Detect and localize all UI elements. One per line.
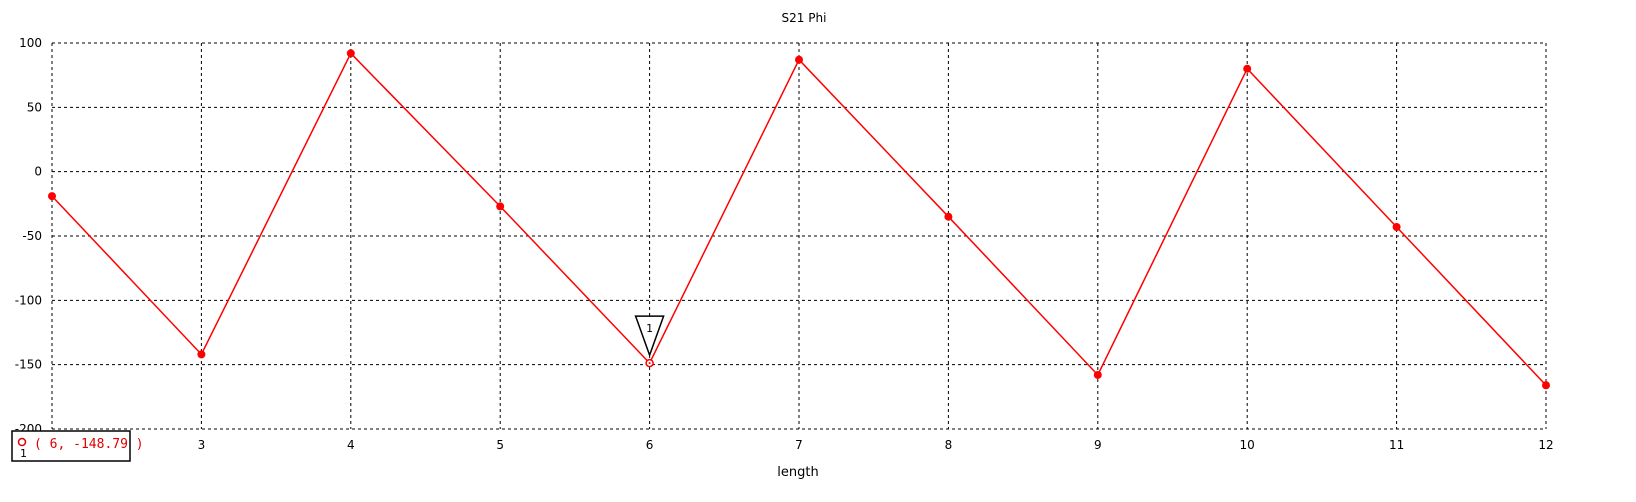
data-point[interactable] (1243, 64, 1252, 73)
x-tick-label: 10 (1240, 438, 1255, 452)
x-tick-label: 8 (945, 438, 953, 452)
marker-triangle (634, 315, 665, 358)
marker-readout-index: 1 (20, 447, 27, 460)
y-tick-label: 50 (27, 100, 42, 114)
x-tick-label: 11 (1389, 438, 1404, 452)
x-tick-label: 9 (1094, 438, 1102, 452)
y-tick-label: -100 (15, 293, 42, 307)
grid (51, 42, 1547, 430)
x-tick-label: 3 (198, 438, 206, 452)
data-point[interactable] (48, 192, 56, 201)
chart-title: S21 Phi (782, 11, 827, 25)
data-point[interactable] (1542, 381, 1550, 390)
marker-tag[interactable]: 1 (634, 315, 665, 358)
marker-readout-icon (17, 437, 27, 447)
data-point-marked-center (648, 362, 651, 365)
x-tick-label: 6 (646, 438, 654, 452)
x-tick-label: 4 (347, 438, 355, 452)
series (48, 49, 1550, 390)
data-point[interactable] (346, 49, 355, 58)
y-tick-label: -150 (15, 358, 42, 372)
x-axis-ticks: 3 4 5 6 7 8 9 10 11 12 (198, 438, 1554, 452)
y-tick-label: 100 (19, 36, 42, 50)
data-point[interactable] (496, 202, 505, 211)
data-point[interactable] (197, 350, 206, 359)
marker-readout-value: ( 6, -148.79 ) (34, 437, 144, 452)
x-tick-label: 7 (795, 438, 803, 452)
y-tick-label: 0 (34, 165, 42, 179)
data-point[interactable] (795, 55, 803, 64)
x-tick-label: 5 (496, 438, 504, 452)
marker-readout[interactable]: 1 ( 6, -148.79 ) (11, 430, 144, 462)
data-point[interactable] (944, 212, 953, 221)
marker-tag-label: 1 (646, 322, 653, 335)
data-point[interactable] (1093, 370, 1102, 379)
x-tick-label: 12 (1538, 438, 1553, 452)
data-point[interactable] (1392, 222, 1401, 231)
marker-readout-box (11, 430, 131, 462)
x-axis-label: length (777, 465, 818, 480)
y-tick-label: -50 (22, 229, 42, 243)
